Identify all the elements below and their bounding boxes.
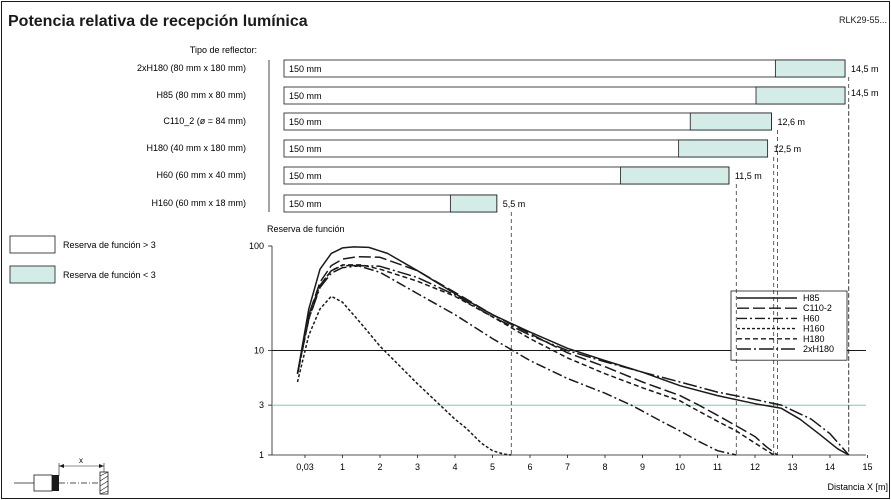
x-axis-label: Distancia X [m] xyxy=(827,482,888,492)
y-tick-label: 10 xyxy=(254,346,264,356)
bar-start-label: 150 mm xyxy=(289,91,322,101)
reflector-label: H160 (60 mm x 18 mm) xyxy=(151,198,246,208)
bar-start-label: 150 mm xyxy=(289,171,322,181)
series-line-h60 xyxy=(296,264,737,456)
bar-reserve-lt3 xyxy=(689,112,772,131)
bar-max-range-label: 5,5 m xyxy=(503,199,526,209)
reflector-label: C110_2 (ø = 84 mm) xyxy=(163,116,246,126)
reflector-label: H60 (60 mm x 40 mm) xyxy=(156,170,246,180)
y-axis-label: Reserva de función xyxy=(267,224,345,234)
bar-max-range-label: 11,5 m xyxy=(735,171,762,181)
series-line-c110-2 xyxy=(296,255,778,456)
x-tick-label: 4 xyxy=(452,462,457,472)
sensor-body xyxy=(33,474,53,492)
reserve-lt3-swatch xyxy=(9,265,56,284)
bar-start-label: 150 mm xyxy=(289,117,322,127)
bar-max-range-label: 14,5 m xyxy=(851,64,879,74)
x-tick-label: 2 xyxy=(377,462,382,472)
reserve-legend: Reserva de función > 3 Reserva de funció… xyxy=(9,235,156,284)
reflector-label: H85 (80 mm x 80 mm) xyxy=(156,90,246,100)
reflector-heading: Tipo de reflector: xyxy=(190,45,257,55)
range-projection-lines xyxy=(510,77,850,455)
legend-entry: H85 xyxy=(803,293,820,303)
function-reserve-chart: Reserva de función Distancia X [m] 13101… xyxy=(249,224,888,492)
x-tick-label: 5 xyxy=(490,462,495,472)
reserve-gt3-swatch xyxy=(9,235,56,254)
x-tick-label: 7 xyxy=(565,462,570,472)
reflector-label: 2xH180 (80 mm x 180 mm) xyxy=(137,63,246,73)
dim-arrows xyxy=(59,464,104,468)
y-tick-label: 1 xyxy=(259,450,264,460)
series-line-h180 xyxy=(296,264,775,456)
range-bar-row: C110_2 (ø = 84 mm) 150 mm 12,6 m xyxy=(163,112,805,131)
x-tick-label: 10 xyxy=(675,462,685,472)
range-bar-row: H160 (60 mm x 18 mm) 150 mm 5,5 m xyxy=(151,194,526,213)
range-bar-row: H85 (80 mm x 80 mm) 150 mm 14,5 m xyxy=(156,86,879,105)
legend-entry: H180 xyxy=(803,334,825,344)
reflector-label: H180 (40 mm x 180 mm) xyxy=(146,143,246,153)
bar-reserve-lt3 xyxy=(449,194,498,213)
bar-start-label: 150 mm xyxy=(289,64,322,74)
sensor-lens xyxy=(52,475,59,491)
page-title: Potencia relativa de recepción lumínica xyxy=(8,13,308,30)
bar-max-range-label: 14,5 m xyxy=(851,88,879,98)
x-tick-label: 6 xyxy=(527,462,532,472)
x-tick-label: 0,03 xyxy=(296,462,314,472)
bar-reserve-lt3 xyxy=(678,139,769,158)
x-tick-label: 15 xyxy=(862,462,872,472)
x-tick-label: 1 xyxy=(340,462,345,472)
series-line-h85 xyxy=(296,246,850,456)
reserve-gt3-label: Reserva de función > 3 xyxy=(63,240,156,250)
legend-entry: 2xH180 xyxy=(803,344,834,354)
bar-start-label: 150 mm xyxy=(289,199,322,209)
x-tick-label: 14 xyxy=(825,462,835,472)
product-code: RLK29-55... xyxy=(838,15,887,25)
x-tick-label: 3 xyxy=(415,462,420,472)
series-line-h160 xyxy=(296,295,512,456)
bar-max-range-label: 12,5 m xyxy=(774,144,802,154)
x-tick-label: 12 xyxy=(750,462,760,472)
x-tick-label: 9 xyxy=(640,462,645,472)
y-tick-label: 3 xyxy=(259,400,264,410)
bar-reserve-gt3 xyxy=(283,59,846,78)
legend-entry: C110-2 xyxy=(803,303,832,313)
reserve-lt3-label: Reserva de función < 3 xyxy=(63,270,156,280)
sensor-reflector-diagram: x xyxy=(14,456,109,495)
range-bar-chart: Tipo de reflector: 2xH180 (80 mm x 180 m… xyxy=(137,45,879,213)
bar-max-range-label: 12,6 m xyxy=(777,117,805,127)
range-bar-row: H60 (60 mm x 40 mm) 150 mm 11,5 m xyxy=(156,166,762,185)
bar-reserve-lt3 xyxy=(620,166,730,185)
bar-reserve-lt3 xyxy=(774,59,846,78)
series-line-2xh180 xyxy=(296,264,850,456)
range-bar-row: 2xH180 (80 mm x 180 mm) 150 mm 14,5 m xyxy=(137,59,879,78)
bar-reserve-lt3 xyxy=(755,86,846,105)
legend-entry: H60 xyxy=(803,313,820,323)
reflector-hatching xyxy=(99,471,109,495)
x-tick-label: 13 xyxy=(787,462,797,472)
range-bar-row: H180 (40 mm x 180 mm) 150 mm 12,5 m xyxy=(146,139,802,158)
bar-start-label: 150 mm xyxy=(289,144,322,154)
y-tick-label: 100 xyxy=(249,241,264,251)
legend-entry: H160 xyxy=(803,324,825,334)
x-tick-label: 8 xyxy=(602,462,607,472)
distance-x-label: x xyxy=(79,456,83,465)
x-tick-label: 11 xyxy=(713,462,722,472)
